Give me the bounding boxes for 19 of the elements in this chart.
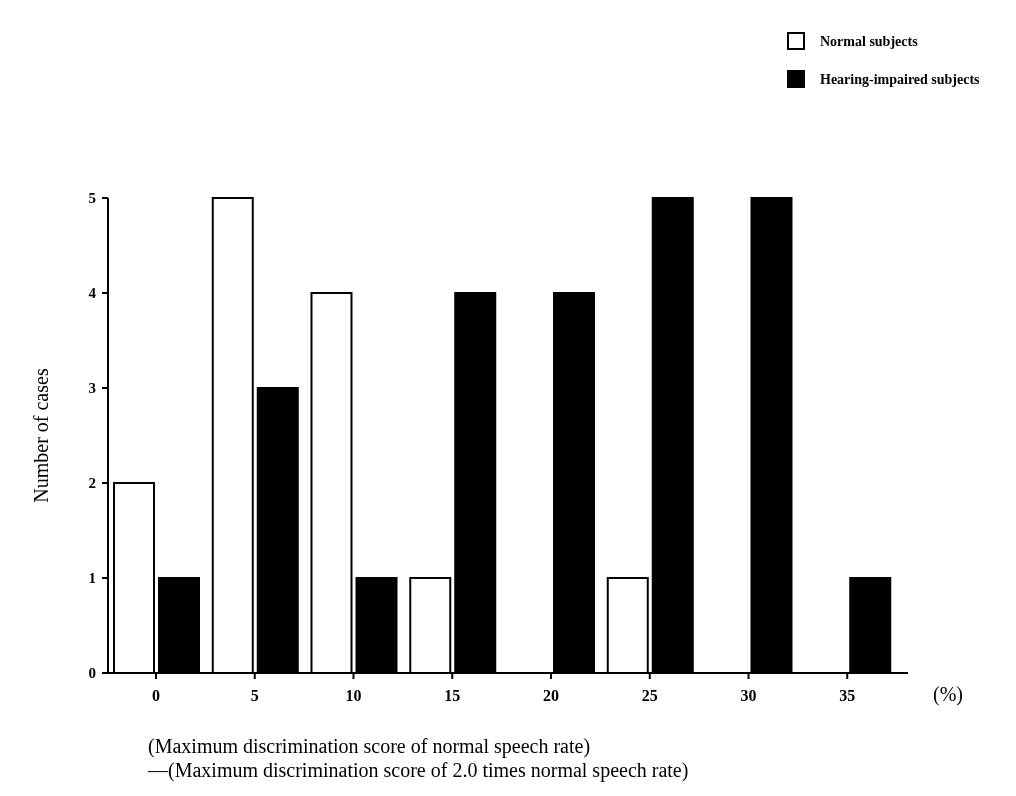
x-tick-label: 25 [641,687,658,704]
legend-label: Hearing-impaired subjects [820,71,981,87]
x-tick-label: 30 [740,687,757,704]
x-tick-label: 20 [543,687,559,704]
y-axis-title: Number of cases [30,368,52,503]
x-axis-title: (Maximum discrimination score of normal speech rate) —(Maximum discrimination score of 2.0 times normal speech rate) [147,735,689,782]
x-tick-label: 5 [250,687,259,704]
y-tick-label: 4 [88,285,97,302]
y-tick-label: 3 [88,380,96,397]
y-tick-label: 0 [88,665,96,682]
legend-label: Normal subjects [820,33,919,49]
y-tick-label: 5 [88,190,96,207]
y-tick-label: 1 [88,570,96,587]
x-tick-label: 35 [839,687,856,704]
x-tick-label: 15 [444,687,461,704]
x-tick-label: 0 [152,687,160,704]
text: (%) [933,683,963,706]
y-tick-label: 2 [88,475,96,492]
x-tick-label: 10 [345,687,362,704]
